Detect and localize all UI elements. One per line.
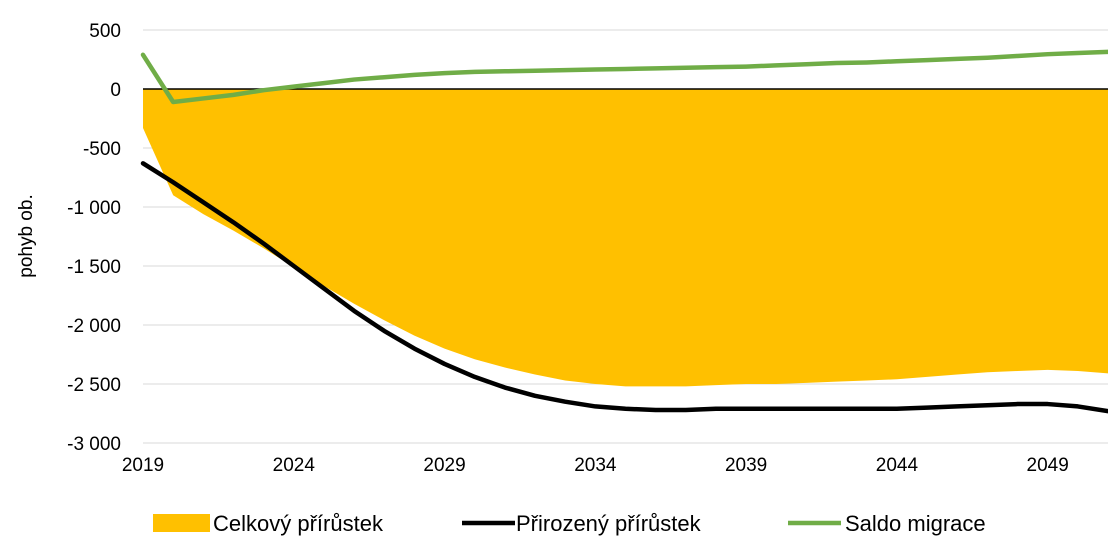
x-tick-label: 2039: [725, 455, 767, 476]
x-tick-labels: 2019 2024 2029 2034 2039 2044 2049: [122, 455, 1069, 476]
y-tick-label: -1 000: [67, 198, 121, 219]
y-tick-label: -2 000: [67, 316, 121, 337]
legend-label-saldo-migrace: Saldo migrace: [845, 511, 986, 536]
y-tick-labels: 500 0 -500 -1 000 -1 500 -2 000 -2 500 -3 000: [67, 21, 121, 455]
legend-label-prirozeny-prirustek: Přirozený přírůstek: [516, 511, 702, 536]
series-line-saldo-migrace: [140, 49, 1108, 105]
area-layer: [143, 89, 1108, 387]
y-axis-label: pohyb ob.: [16, 194, 37, 277]
x-tick-label: 2034: [574, 455, 617, 476]
series-area-celkovy-prirustek: [143, 89, 1108, 387]
line-layer: [140, 49, 1108, 414]
legend: Celkový přírůstek Přirozený přírůstek Sald…: [153, 511, 986, 536]
legend-label-celkovy-prirustek: Celkový přírůstek: [213, 511, 384, 536]
y-tick-label: -500: [83, 139, 121, 160]
y-tick-label: 500: [89, 21, 121, 42]
x-tick-label: 2044: [876, 455, 919, 476]
x-tick-label: 2049: [1027, 455, 1069, 476]
x-tick-label: 2019: [122, 455, 164, 476]
y-tick-label: -3 000: [67, 434, 121, 455]
y-tick-label: 0: [110, 80, 121, 101]
series-line-prirozeny-prirustek: [140, 161, 1108, 414]
legend-swatch-celkovy-prirustek: [153, 514, 210, 532]
y-tick-label: -2 500: [67, 375, 121, 396]
x-tick-label: 2029: [423, 455, 465, 476]
x-tick-label: 2024: [273, 455, 316, 476]
y-tick-label: -1 500: [67, 257, 121, 278]
